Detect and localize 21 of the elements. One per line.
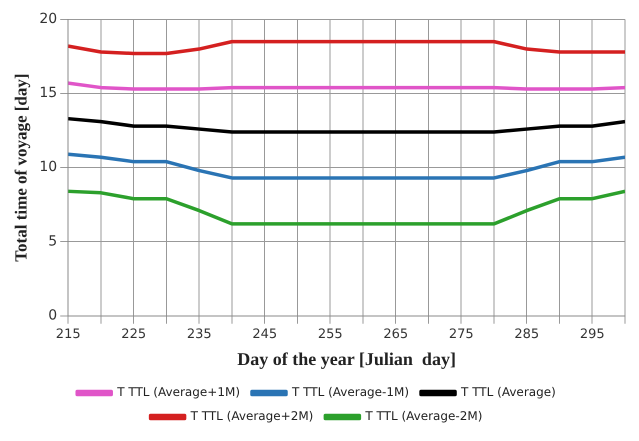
x-tick-label: 215 <box>56 326 81 342</box>
y-tick-label: 5 <box>48 233 58 250</box>
x-tick-label: 245 <box>252 326 278 342</box>
legend-label: T TTL (Average-2M) <box>364 409 482 424</box>
x-tick-label: 275 <box>448 326 474 342</box>
x-tick-label: 265 <box>383 326 408 342</box>
legend-label: T TTL (Average) <box>460 385 556 400</box>
y-tick-label: 15 <box>39 85 58 102</box>
y-tick-label: 20 <box>39 11 58 28</box>
legend-label: T TTL (Average+1M) <box>116 385 240 400</box>
legend-label: T TTL (Average+2M) <box>190 409 314 424</box>
legend-label: T TTL (Average-1M) <box>290 385 410 400</box>
x-tick-label: 225 <box>121 326 146 342</box>
x-tick-label: 255 <box>318 326 343 342</box>
y-axis-title: Total time of voyage [day] <box>12 73 31 262</box>
x-tick-label: 285 <box>514 326 540 342</box>
x-axis-title: Day of the year [Julian day] <box>237 348 456 369</box>
y-tick-label: 10 <box>39 159 58 176</box>
x-tick-label: 235 <box>186 326 212 342</box>
y-tick-label: 0 <box>48 307 58 324</box>
x-tick-label: 295 <box>580 326 605 342</box>
